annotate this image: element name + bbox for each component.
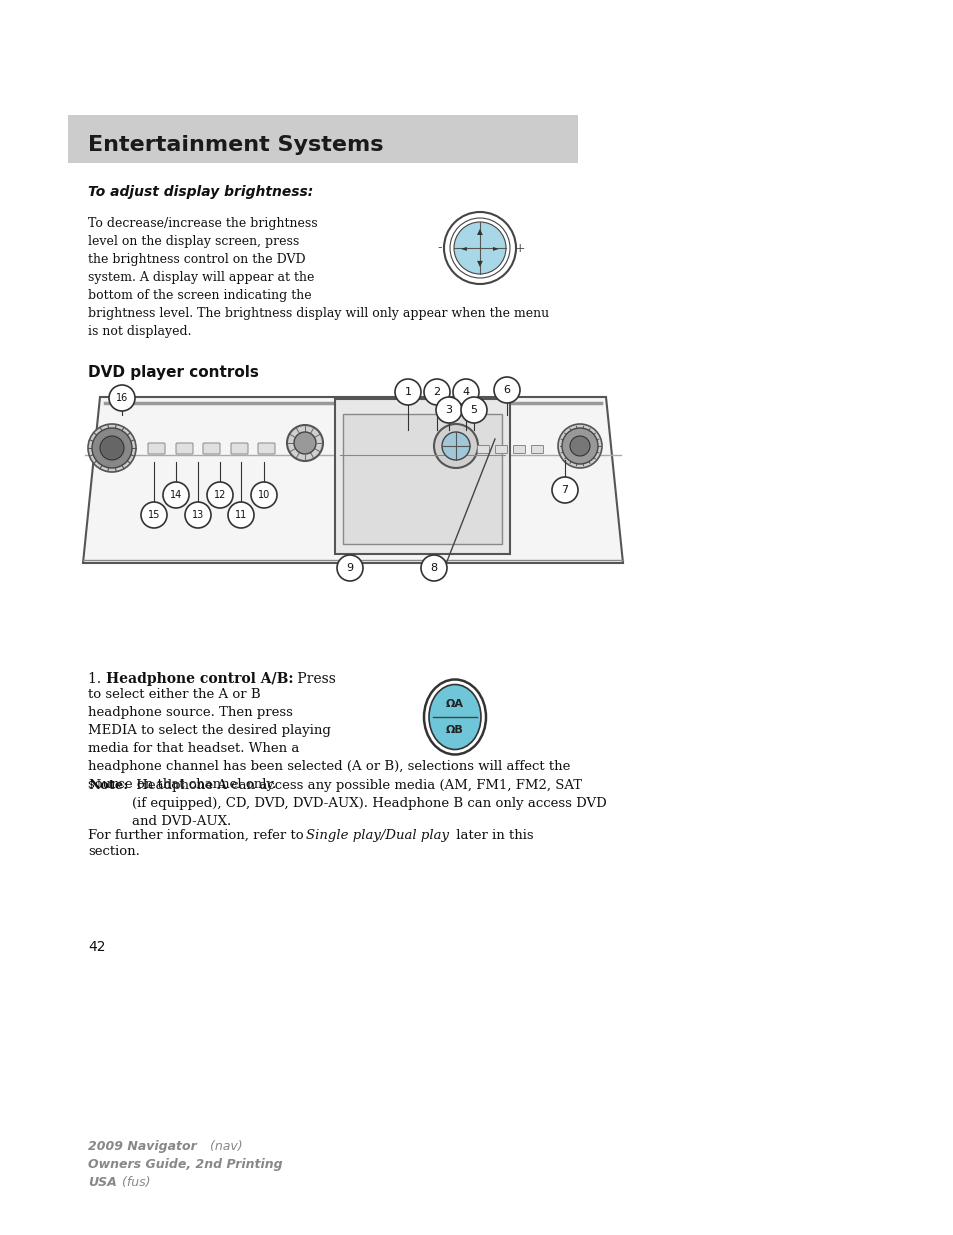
Circle shape [207,482,233,508]
Circle shape [441,432,470,459]
Circle shape [141,501,167,529]
Circle shape [251,482,276,508]
Text: 6: 6 [503,385,510,395]
Text: 8: 8 [430,563,437,573]
Circle shape [494,377,519,403]
Text: 3: 3 [445,405,452,415]
Circle shape [287,425,323,461]
Circle shape [434,424,477,468]
Circle shape [569,436,589,456]
Text: Owners Guide, 2nd Printing: Owners Guide, 2nd Printing [88,1158,282,1171]
Circle shape [460,396,486,424]
Circle shape [294,432,315,454]
Text: ▼: ▼ [476,259,482,268]
Text: Single play/Dual play: Single play/Dual play [306,829,449,842]
Text: -: - [437,242,442,254]
Circle shape [420,555,447,580]
FancyBboxPatch shape [513,446,525,453]
Text: To decrease/increase the brightness
level on the display screen, press
the brigh: To decrease/increase the brightness leve… [88,217,549,338]
Polygon shape [83,396,622,563]
Text: ΩB: ΩB [446,725,463,735]
Circle shape [561,429,598,464]
Text: USA: USA [88,1176,116,1189]
Text: ◄: ◄ [460,243,466,252]
Circle shape [558,424,601,468]
Circle shape [91,429,132,468]
Circle shape [436,396,461,424]
Text: 4: 4 [462,387,469,396]
FancyBboxPatch shape [477,446,489,453]
FancyBboxPatch shape [148,443,165,454]
Circle shape [163,482,189,508]
Circle shape [423,379,450,405]
Circle shape [228,501,253,529]
Circle shape [100,436,124,459]
Text: DVD player controls: DVD player controls [88,366,258,380]
Text: 1: 1 [404,387,411,396]
Circle shape [454,222,505,274]
Text: later in this: later in this [452,829,533,842]
Text: 7: 7 [561,485,568,495]
Text: 13: 13 [192,510,204,520]
Bar [343,414,501,543]
Bar [68,115,578,163]
Text: 11: 11 [234,510,247,520]
Circle shape [453,379,478,405]
Text: Note:: Note: [88,779,128,792]
Text: 2: 2 [433,387,440,396]
FancyBboxPatch shape [257,443,274,454]
Text: 2009 Navigator: 2009 Navigator [88,1140,196,1153]
Text: 16: 16 [115,393,128,403]
Text: To adjust display brightness:: To adjust display brightness: [88,185,313,199]
Text: ▲: ▲ [476,227,482,236]
Text: 10: 10 [257,490,270,500]
Text: Entertainment Systems: Entertainment Systems [88,135,383,154]
FancyBboxPatch shape [231,443,248,454]
FancyBboxPatch shape [531,446,543,453]
Text: Headphone A can access any possible media (AM, FM1, FM2, SAT
(if equipped), CD, : Headphone A can access any possible medi… [132,779,606,827]
Circle shape [88,424,136,472]
Text: +: + [515,242,525,254]
Ellipse shape [429,684,480,750]
Text: (nav): (nav) [206,1140,242,1153]
Text: ►: ► [493,243,498,252]
Text: 12: 12 [213,490,226,500]
FancyBboxPatch shape [203,443,220,454]
Circle shape [185,501,211,529]
FancyBboxPatch shape [175,443,193,454]
Circle shape [552,477,578,503]
Text: Headphone control A/B:: Headphone control A/B: [106,672,294,685]
Text: 14: 14 [170,490,182,500]
Text: ΩA: ΩA [446,699,463,709]
Text: 1.: 1. [88,672,106,685]
Text: 15: 15 [148,510,160,520]
Bar [335,399,510,555]
Text: section.: section. [88,845,140,858]
Text: 9: 9 [346,563,354,573]
Text: For further information, refer to: For further information, refer to [88,829,308,842]
Text: to select either the A or B
headphone source. Then press
MEDIA to select the des: to select either the A or B headphone so… [88,688,570,790]
Circle shape [395,379,420,405]
FancyBboxPatch shape [495,446,507,453]
Text: 5: 5 [470,405,477,415]
Text: (fus): (fus) [118,1176,151,1189]
Text: 42: 42 [88,940,106,953]
Circle shape [336,555,363,580]
Text: Press: Press [293,672,335,685]
Circle shape [109,385,135,411]
